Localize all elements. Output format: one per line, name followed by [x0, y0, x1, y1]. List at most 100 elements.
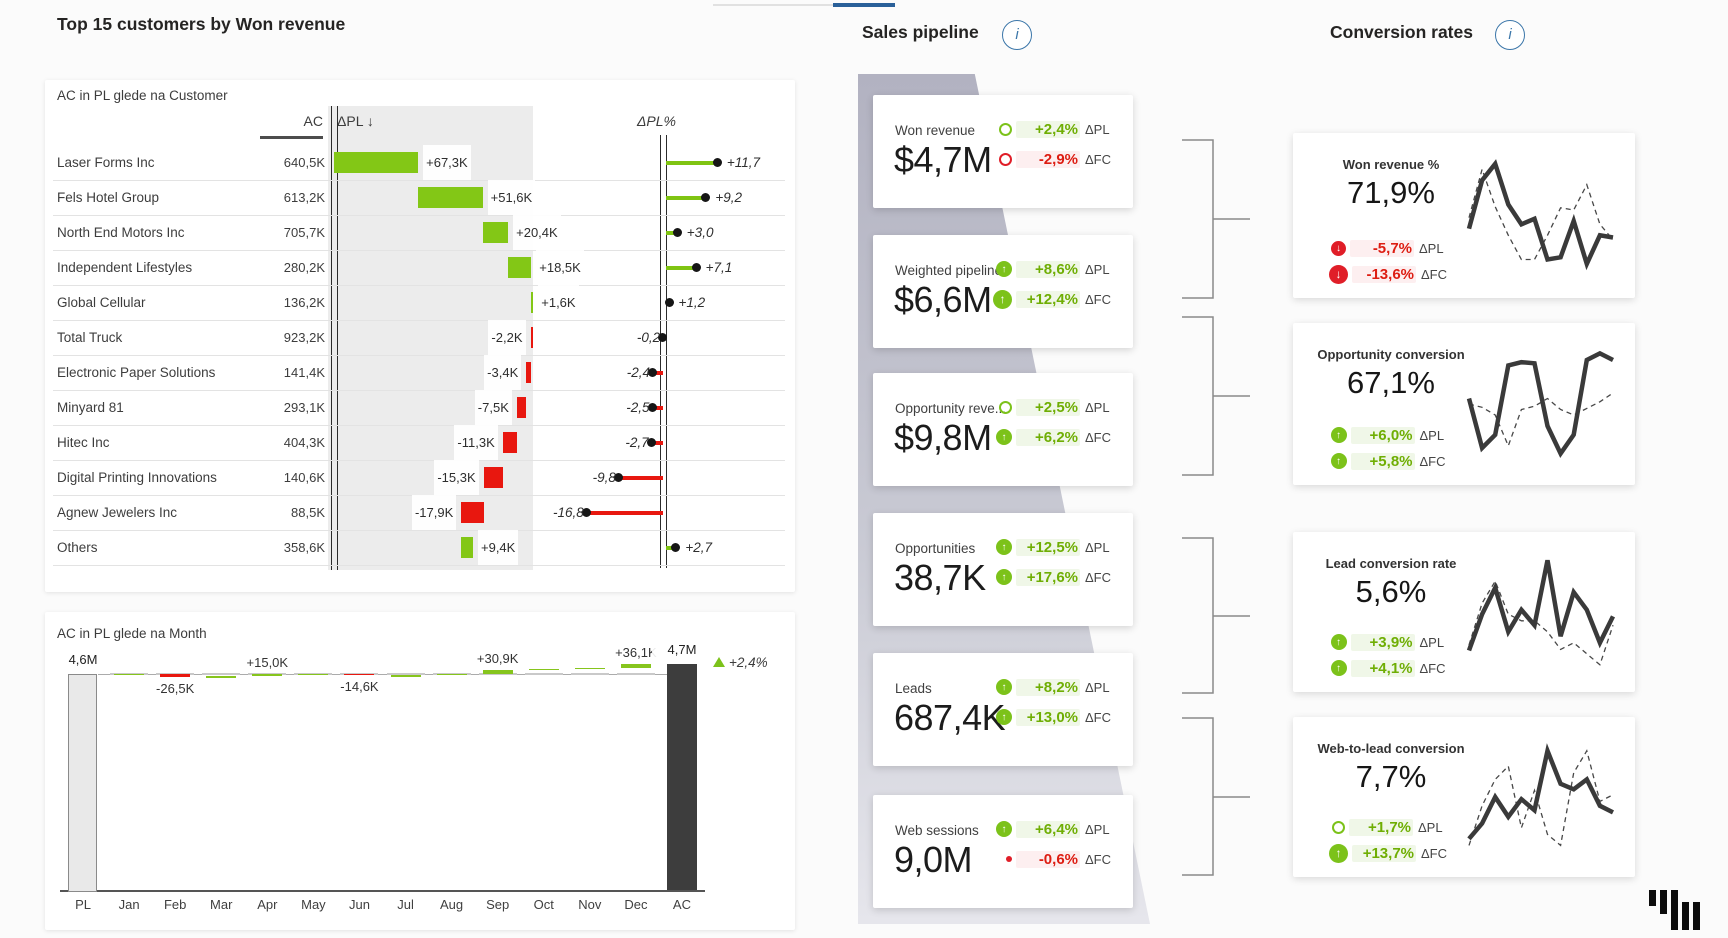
waterfall-bar[interactable] — [482, 222, 509, 243]
table-row[interactable]: North End Motors Inc 705,7K +20,4K +3,0 — [53, 215, 785, 251]
month-axis-label[interactable]: Oct — [533, 897, 554, 912]
kpi-value: $6,6M — [894, 279, 992, 320]
month-axis-label[interactable]: May — [301, 897, 326, 912]
month-axis-label[interactable]: Apr — [257, 897, 278, 912]
kpi-label: Web-to-lead conversion — [1317, 741, 1465, 756]
table-row[interactable]: Independent Lifestyles 280,2K +18,5K +7,1 — [53, 250, 785, 286]
column-header-dplpct[interactable]: ΔPL% — [637, 113, 676, 129]
month-waterfall-bar[interactable] — [114, 673, 145, 676]
month-waterfall-bar[interactable] — [528, 668, 559, 671]
lollipop-line[interactable] — [651, 371, 663, 375]
pipeline-card[interactable]: Opportunities 38,7K ↑ +12,5% ΔPL ↑ +17,6% ΔFC — [873, 513, 1133, 626]
lollipop-line[interactable] — [585, 511, 663, 515]
month-waterfall-bar[interactable] — [298, 673, 329, 676]
month-pl-shadow-bar — [616, 672, 655, 675]
month-waterfall-bar[interactable] — [436, 673, 467, 676]
table-row[interactable]: Fels Hotel Group 613,2K +51,6K +9,2 — [53, 180, 785, 216]
info-icon[interactable]: i — [1002, 20, 1032, 50]
table-row[interactable]: Electronic Paper Solutions 141,4K -3,4K -2,… — [53, 355, 785, 391]
lollipop-line[interactable] — [666, 161, 720, 165]
waterfall-bar[interactable] — [334, 152, 419, 173]
lollipop-line[interactable] — [651, 406, 663, 410]
pipeline-card[interactable]: Opportunity reve... $9,8M +2,5% ΔPL ↑ +6,2% ΔF… — [873, 373, 1133, 486]
month-axis-label[interactable]: Sep — [486, 897, 510, 912]
customer-waterfall-panel: AC in PL glede na Customer AC ΔPL ↓ ΔPL%… — [45, 80, 795, 592]
month-axis-label[interactable]: PL — [75, 897, 91, 912]
table-row[interactable]: Minyard 81 293,1K -7,5K -2,5 — [53, 390, 785, 426]
month-axis-label[interactable]: Mar — [210, 897, 233, 912]
month-waterfall-bar[interactable] — [160, 673, 191, 677]
waterfall-value-label: +9,4K — [478, 530, 519, 565]
pipeline-card[interactable]: Web sessions 9,0M ↑ +6,4% ΔPL -0,6% ΔFC — [873, 795, 1133, 908]
conversion-card[interactable]: Lead conversion rate 5,6% ↑ +3,9% ΔPL ↑ +4,1% Δ… — [1293, 532, 1635, 692]
month-waterfall-bar[interactable] — [574, 667, 605, 670]
waterfall-bar[interactable] — [483, 467, 503, 488]
trend-sparkline[interactable] — [1461, 731, 1621, 863]
table-row[interactable]: Agnew Jewelers Inc 88,5K -17,9K -16,8 — [53, 495, 785, 531]
pipeline-card[interactable]: Weighted pipeline $6,6M ↑ +8,6% ΔPL ↑ +12,4% ΔF… — [873, 235, 1133, 348]
month-axis-label[interactable]: Feb — [163, 897, 187, 912]
month-waterfall-bar[interactable] — [252, 674, 283, 676]
waterfall-bar[interactable] — [502, 432, 517, 453]
column-header-ac[interactable]: AC — [303, 113, 323, 129]
waterfall-bar[interactable] — [531, 292, 534, 313]
ac-total-bar[interactable] — [666, 663, 697, 890]
lollipop-line[interactable] — [666, 266, 699, 270]
waterfall-bar[interactable] — [530, 327, 534, 348]
table-row[interactable]: Laser Forms Inc 640,5K +67,3K +11,7 — [53, 145, 785, 181]
waterfall-value-label: +67,3K — [423, 145, 471, 180]
delta-suffix-label: ΔPL — [1419, 427, 1445, 443]
waterfall-bar[interactable] — [461, 537, 473, 558]
month-axis-label[interactable]: Jul — [397, 897, 414, 912]
delta-badge-icon: ↑ — [996, 261, 1012, 277]
month-waterfall-bar[interactable] — [390, 674, 421, 677]
table-row[interactable]: Hitec Inc 404,3K -11,3K -2,7 — [53, 425, 785, 461]
trend-sparkline[interactable] — [1461, 147, 1621, 284]
table-row[interactable]: Total Truck 923,2K -2,2K -0,2 — [53, 320, 785, 356]
kpi-value: 687,4K — [894, 697, 1006, 738]
lollipop-line[interactable] — [666, 196, 709, 200]
table-row[interactable]: Digital Printing Innovations 140,6K -15,3K… — [53, 460, 785, 496]
lollipop-dot — [581, 508, 591, 517]
waterfall-bar[interactable] — [516, 397, 527, 418]
month-axis-label[interactable]: Jan — [118, 897, 140, 912]
month-axis-label[interactable]: Aug — [440, 897, 464, 912]
kpi-delta-row: ↑ +12,5% ΔPL — [991, 535, 1119, 559]
month-axis-label[interactable]: Jun — [348, 897, 370, 912]
delta-suffix-label: ΔPL — [1418, 819, 1443, 835]
month-axis-label[interactable]: AC — [672, 897, 691, 912]
conversion-card[interactable]: Web-to-lead conversion 7,7% +1,7% ΔPL ↑ +13,7… — [1293, 717, 1635, 877]
trend-sparkline[interactable] — [1461, 337, 1621, 471]
waterfall-value-label: -3,4K — [484, 355, 522, 390]
pipeline-card[interactable]: Won revenue $4,7M +2,4% ΔPL -2,9% ΔFC — [873, 95, 1133, 208]
month-axis-label[interactable]: Dec — [624, 897, 648, 912]
month-waterfall-bar[interactable] — [620, 663, 651, 668]
month-waterfall-bar[interactable] — [206, 675, 237, 678]
month-axis-label[interactable]: Nov — [578, 897, 602, 912]
kpi-delta-row: ↑ +13,7% ΔFC — [1317, 841, 1467, 865]
waterfall-bar[interactable] — [526, 362, 531, 383]
customer-name: North End Motors Inc — [57, 225, 185, 240]
waterfall-value-label: +18,5K — [536, 250, 584, 285]
customer-name: Others — [57, 540, 98, 555]
pipeline-card[interactable]: Leads 687,4K ↑ +8,2% ΔPL ↑ +13,0% ΔFC — [873, 653, 1133, 766]
top-scrollbar-thumb[interactable] — [833, 3, 895, 7]
month-waterfall-bar[interactable] — [482, 669, 513, 674]
month-waterfall-bar[interactable] — [344, 673, 375, 676]
column-header-dpl[interactable]: ΔPL ↓ — [337, 113, 374, 129]
pl-total-bar[interactable] — [68, 674, 98, 892]
waterfall-bar[interactable] — [508, 257, 532, 278]
lollipop-line[interactable] — [617, 476, 663, 480]
kpi-label: Opportunity conversion — [1317, 347, 1465, 362]
top-scrollbar-track[interactable] — [713, 4, 895, 6]
month-delta-label: -14,6K — [325, 679, 394, 695]
waterfall-bar[interactable] — [418, 187, 483, 208]
table-row[interactable]: Others 358,6K +9,4K +2,7 — [53, 530, 785, 566]
conversion-card[interactable]: Won revenue % 71,9% ↓ -5,7% ΔPL ↓ -13,6% ΔFC — [1293, 133, 1635, 298]
conversion-card[interactable]: Opportunity conversion 67,1% ↑ +6,0% ΔPL ↑ +5,… — [1293, 323, 1635, 485]
info-icon[interactable]: i — [1495, 20, 1525, 50]
table-row[interactable]: Global Cellular 136,2K +1,6K +1,2 — [53, 285, 785, 321]
lollipop-line[interactable] — [650, 441, 663, 445]
trend-sparkline[interactable] — [1461, 546, 1621, 678]
waterfall-bar[interactable] — [461, 502, 484, 523]
